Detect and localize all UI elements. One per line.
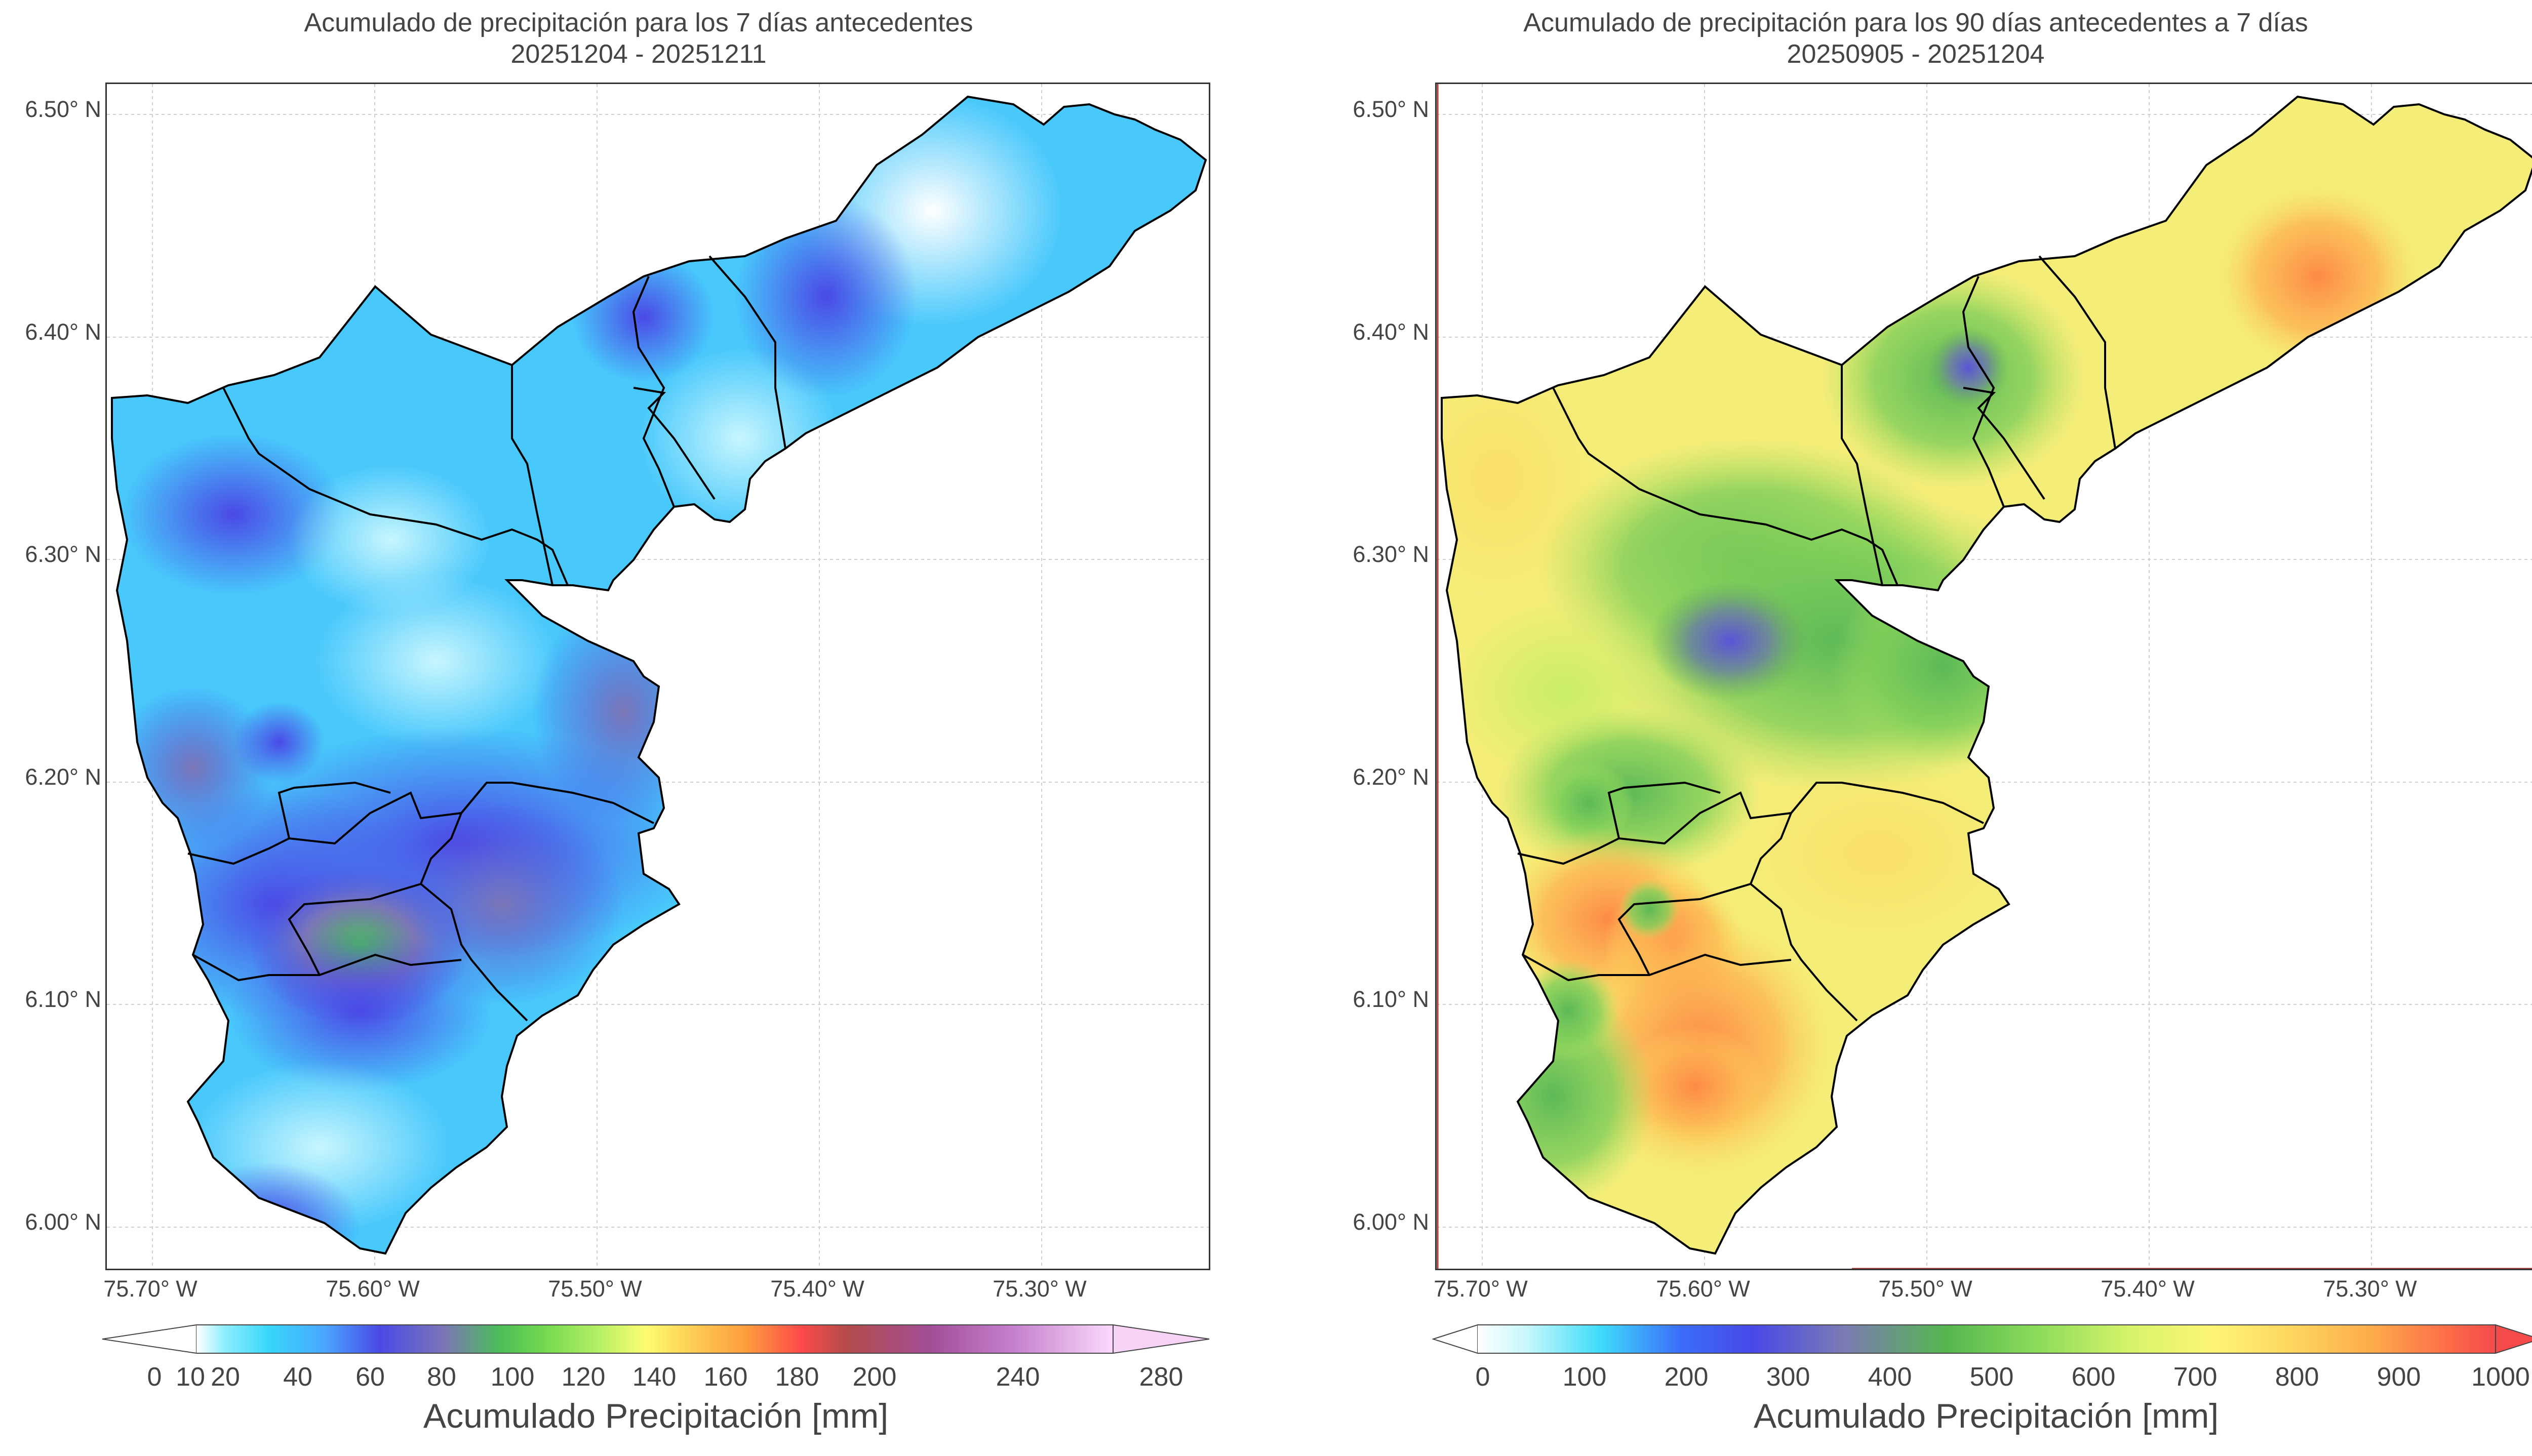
colorbar-tick: 80 — [427, 1362, 456, 1392]
title-line-1: Acumulado de precipitación para los 7 dí… — [304, 8, 973, 37]
precip-field-90-day — [1442, 97, 2532, 1253]
lat-label: 6.30° N — [1353, 541, 1429, 567]
lon-label: 75.40° W — [770, 1276, 864, 1302]
title-line-1: Acumulado de precipitación para los 90 d… — [1523, 8, 2308, 37]
title-line-2: 20250905 - 20251204 — [1787, 39, 2045, 69]
lon-label: 75.50° W — [1878, 1276, 1972, 1302]
colorbar-tick: 40 — [283, 1362, 312, 1392]
map-title-90-day: Acumulado de precipitación para los 90 d… — [1277, 7, 2532, 70]
lat-label: 6.00° N — [1353, 1209, 1429, 1235]
lat-label: 6.10° N — [25, 986, 101, 1012]
colorbar-tick: 700 — [2173, 1362, 2218, 1392]
colorbar-tick: 60 — [355, 1362, 385, 1392]
colorbar-tick: 140 — [632, 1362, 677, 1392]
lon-label: 75.60° W — [326, 1276, 420, 1302]
precip-map-7-day[interactable] — [105, 83, 1210, 1270]
colorbar-tick: 100 — [490, 1362, 535, 1392]
colorbar-label: Acumulado Precipitación [mm] — [423, 1397, 889, 1435]
colorbar-label: Acumulado Precipitación [mm] — [1753, 1397, 2219, 1435]
colorbar-tick: 180 — [775, 1362, 819, 1392]
lon-label: 75.30° W — [993, 1276, 1087, 1302]
colorbar-tick: 200 — [852, 1362, 897, 1392]
colorbar-tick: 300 — [1766, 1362, 1810, 1392]
colorbar-tick: 100 — [1562, 1362, 1607, 1392]
lat-label: 6.20° N — [25, 764, 101, 790]
lon-label: 75.70° W — [103, 1276, 197, 1302]
lon-label: 75.40° W — [2101, 1276, 2195, 1302]
lon-label: 75.70° W — [1434, 1276, 1528, 1302]
lon-label: 75.30° W — [2323, 1276, 2417, 1302]
precip-field-7-day — [112, 97, 1206, 1253]
colorbar-tick: 800 — [2275, 1362, 2319, 1392]
lat-label: 6.50° N — [25, 96, 101, 122]
lon-label: 75.50° W — [548, 1276, 642, 1302]
colorbar-tick: 200 — [1664, 1362, 1709, 1392]
colorbar-tick: 240 — [996, 1362, 1040, 1392]
lat-label: 6.20° N — [1353, 764, 1429, 790]
colorbar-tick: 20 — [211, 1362, 240, 1392]
lat-label: 6.50° N — [1353, 96, 1429, 122]
precip-map-90-day[interactable] — [1435, 83, 2532, 1270]
colorbar-7-day — [101, 1324, 1210, 1354]
lat-label: 6.30° N — [25, 541, 101, 567]
colorbar-tick: 600 — [2071, 1362, 2116, 1392]
municipality-borders — [1517, 255, 2116, 1022]
colorbar-tick: 900 — [2377, 1362, 2421, 1392]
colorbar-tick: 0 — [1475, 1362, 1490, 1392]
panel-7-day: Acumulado de precipitación para los 7 dí… — [0, 7, 1277, 1435]
colorbar-tick: 280 — [1139, 1362, 1183, 1392]
colorbar-tick: 0 — [147, 1362, 162, 1392]
colorbar-tick: 160 — [703, 1362, 748, 1392]
lat-label: 6.00° N — [25, 1209, 101, 1235]
colorbar-tick: 10 — [176, 1362, 205, 1392]
colorbar-90-day — [1431, 1324, 2532, 1354]
region-boundary — [111, 95, 1207, 1255]
municipality-borders — [187, 255, 786, 1022]
region-boundary — [1441, 95, 2532, 1255]
lat-label: 6.10° N — [1353, 986, 1429, 1012]
colorbar-tick: 120 — [561, 1362, 606, 1392]
colorbar-tick: 500 — [1969, 1362, 2014, 1392]
title-line-2: 20251204 - 20251211 — [510, 39, 767, 69]
panel-90-day: Acumulado de precipitación para los 90 d… — [1277, 0, 2532, 1456]
map-title-7-day: Acumulado de precipitación para los 7 dí… — [0, 7, 1277, 70]
lon-label: 75.60° W — [1656, 1276, 1750, 1302]
colorbar-tick: 1000 — [2471, 1362, 2530, 1392]
colorbar-tick: 400 — [1868, 1362, 1912, 1392]
lat-label: 6.40° N — [1353, 319, 1429, 345]
lat-label: 6.40° N — [25, 319, 101, 345]
